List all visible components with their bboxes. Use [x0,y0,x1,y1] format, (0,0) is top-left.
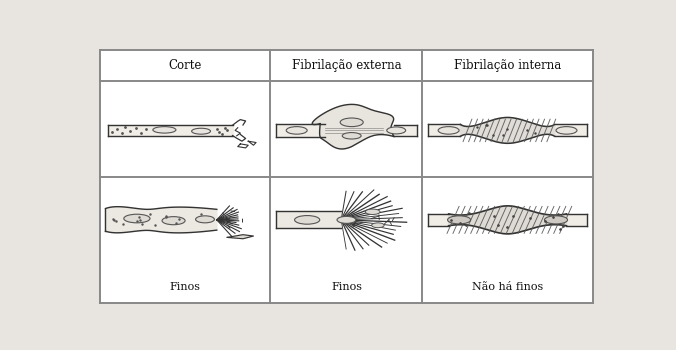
Ellipse shape [556,127,577,134]
Polygon shape [312,104,394,149]
Polygon shape [566,214,587,226]
Polygon shape [227,235,254,239]
Ellipse shape [124,214,150,223]
Text: Finos: Finos [170,282,201,292]
Polygon shape [276,211,341,229]
Text: Fibrilação interna: Fibrilação interna [454,59,561,72]
Ellipse shape [191,128,210,134]
Polygon shape [449,206,566,234]
Ellipse shape [544,216,568,224]
Text: Fibrilação externa: Fibrilação externa [291,59,402,72]
Ellipse shape [153,127,176,133]
Polygon shape [393,125,417,136]
Ellipse shape [337,216,356,223]
Text: Corte: Corte [169,59,202,72]
Ellipse shape [286,127,307,134]
Ellipse shape [448,216,470,224]
Polygon shape [555,125,587,136]
Polygon shape [428,125,460,136]
Ellipse shape [195,216,214,223]
Ellipse shape [438,127,459,134]
Polygon shape [428,214,449,226]
Ellipse shape [162,217,185,225]
Polygon shape [105,207,217,233]
Ellipse shape [342,133,361,139]
Ellipse shape [340,118,363,127]
Ellipse shape [295,216,320,224]
Text: Não há finos: Não há finos [472,282,544,292]
Ellipse shape [372,223,384,228]
Polygon shape [276,124,326,137]
Ellipse shape [387,127,406,134]
Polygon shape [108,125,233,135]
Polygon shape [460,118,555,144]
Text: Finos: Finos [331,282,362,292]
Ellipse shape [365,209,380,215]
